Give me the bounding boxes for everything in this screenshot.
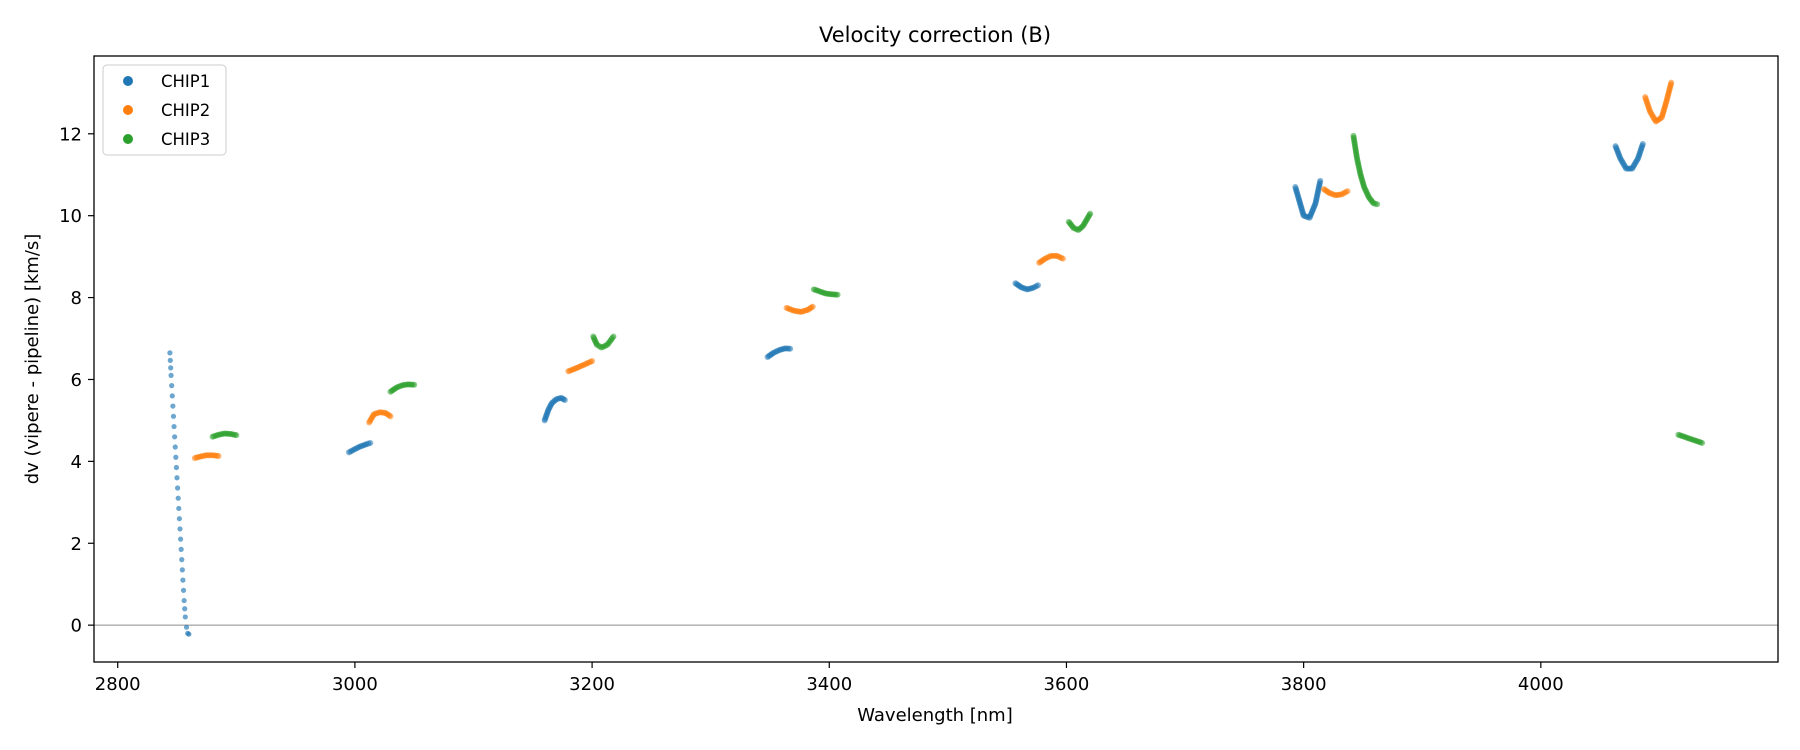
legend-label: CHIP1 xyxy=(161,72,210,91)
data-point xyxy=(167,357,173,363)
y-tick-label: 2 xyxy=(71,534,82,555)
data-point xyxy=(561,396,568,403)
data-point xyxy=(182,606,188,612)
plot-layer: 2800 3000 3200 3400 3600 3800 4000 0 2 4 6 8 10 12 CHI… xyxy=(59,55,1779,695)
data-point xyxy=(174,475,180,481)
legend-label: CHIP2 xyxy=(161,101,210,120)
series-chip3 xyxy=(209,132,1706,446)
data-point xyxy=(215,453,222,460)
data-point xyxy=(1699,439,1706,446)
data-point xyxy=(1374,201,1381,208)
x-tick-label: 2800 xyxy=(95,674,141,695)
data-point xyxy=(1087,210,1094,217)
y-tick-label: 4 xyxy=(71,452,82,473)
data-point xyxy=(178,546,184,553)
data-point xyxy=(167,350,173,356)
data-point xyxy=(179,557,185,563)
data-point xyxy=(173,464,180,471)
data-point xyxy=(411,381,418,388)
data-point xyxy=(1317,177,1324,184)
x-tick-label: 4000 xyxy=(1518,674,1564,695)
data-point xyxy=(1059,255,1066,262)
y-tick-label: 0 xyxy=(71,616,82,637)
y-tick-label: 10 xyxy=(59,206,82,227)
data-point xyxy=(172,434,178,440)
data-point xyxy=(180,587,187,593)
data-point xyxy=(387,413,394,420)
data-point xyxy=(170,403,176,409)
x-tick-label: 3200 xyxy=(569,674,615,695)
data-point xyxy=(175,485,181,491)
legend-item-chip3: CHIP3 xyxy=(123,130,210,149)
data-point xyxy=(169,393,175,399)
data-point xyxy=(179,567,185,573)
data-point xyxy=(177,536,184,542)
data-point xyxy=(809,303,816,310)
legend-marker xyxy=(123,76,133,86)
x-tick-label: 3800 xyxy=(1281,674,1327,695)
data-point xyxy=(610,333,617,340)
data-point xyxy=(172,444,178,450)
series-chip2 xyxy=(191,79,1675,462)
legend-item-chip1: CHIP1 xyxy=(123,72,210,91)
x-axis-label: Wavelength [nm] xyxy=(857,705,1013,726)
x-tick-label: 3600 xyxy=(1044,674,1090,695)
series-chip1 xyxy=(167,141,1646,637)
data-point xyxy=(367,439,374,446)
data-point xyxy=(181,597,187,604)
data-point xyxy=(1668,79,1675,86)
data-point xyxy=(1344,188,1351,195)
data-point xyxy=(170,413,177,419)
legend-item-chip2: CHIP2 xyxy=(123,101,210,120)
data-point xyxy=(1034,282,1041,289)
data-point xyxy=(186,631,192,637)
data-point xyxy=(175,495,181,501)
data-point xyxy=(183,624,190,630)
y-tick-label: 8 xyxy=(71,288,82,309)
data-point xyxy=(176,516,182,522)
data-point xyxy=(168,372,174,378)
data-point xyxy=(589,358,596,365)
legend-marker xyxy=(123,134,133,144)
x-tick-label: 3400 xyxy=(806,674,852,695)
data-point xyxy=(834,291,841,298)
legend-marker xyxy=(123,105,133,115)
data-point xyxy=(171,423,177,430)
data-point xyxy=(787,345,794,352)
data-point xyxy=(182,614,188,620)
data-point xyxy=(169,383,175,389)
legend-box xyxy=(102,64,227,156)
legend-label: CHIP3 xyxy=(161,130,210,149)
data-point xyxy=(180,577,186,583)
legend: CHIP1 CHIP2 CHIP3 xyxy=(102,64,227,156)
data-point xyxy=(177,526,183,532)
data-point xyxy=(168,365,174,371)
data-point xyxy=(1639,141,1646,148)
data-point xyxy=(173,454,179,460)
y-axis-label: dv (vipere - pipeline) [km/s] xyxy=(22,234,43,485)
plot-frame xyxy=(93,55,1779,663)
chart-title: Velocity correction (B) xyxy=(819,23,1051,47)
data-points xyxy=(167,79,1706,637)
x-tick-label: 3000 xyxy=(332,674,378,695)
data-point xyxy=(233,432,240,439)
y-tick-label: 12 xyxy=(59,124,82,145)
y-tick-label: 6 xyxy=(71,370,82,391)
data-point xyxy=(176,505,182,512)
